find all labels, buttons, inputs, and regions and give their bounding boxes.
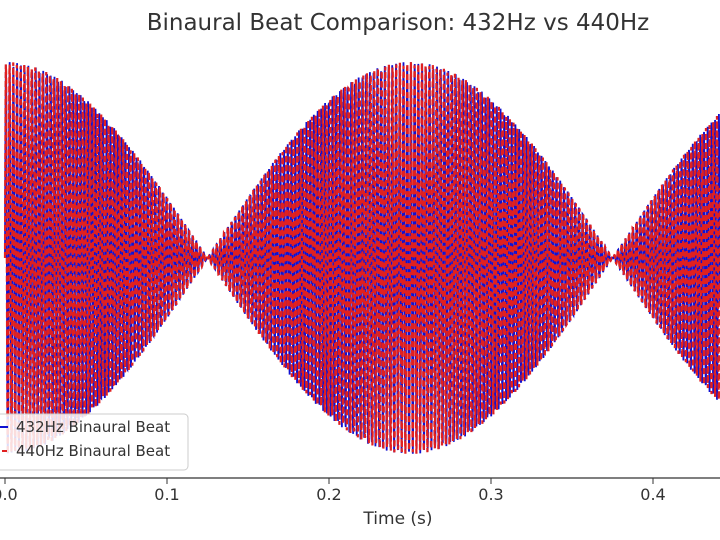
legend-box	[0, 413, 189, 471]
legend: 432Hz Binaural Beat 440Hz Binaural Beat	[0, 413, 189, 471]
x-tick-label: 0.3	[478, 485, 503, 504]
legend-label-1: 432Hz Binaural Beat	[16, 418, 170, 436]
x-tick-label: 0.1	[154, 485, 179, 504]
x-axis-label: Time (s)	[362, 509, 432, 529]
x-tick-label: 0.4	[640, 485, 665, 504]
legend-label-2: 440Hz Binaural Beat	[16, 442, 170, 460]
x-tick-label: 0.0	[0, 485, 18, 504]
x-tick-label: 0.2	[316, 485, 341, 504]
chart-title: Binaural Beat Comparison: 432Hz vs 440Hz	[147, 10, 650, 36]
series-line-2	[3, 62, 720, 454]
x-ticks: 0.0 0.1 0.2 0.3 0.4	[0, 478, 666, 504]
plot-area	[3, 62, 720, 454]
